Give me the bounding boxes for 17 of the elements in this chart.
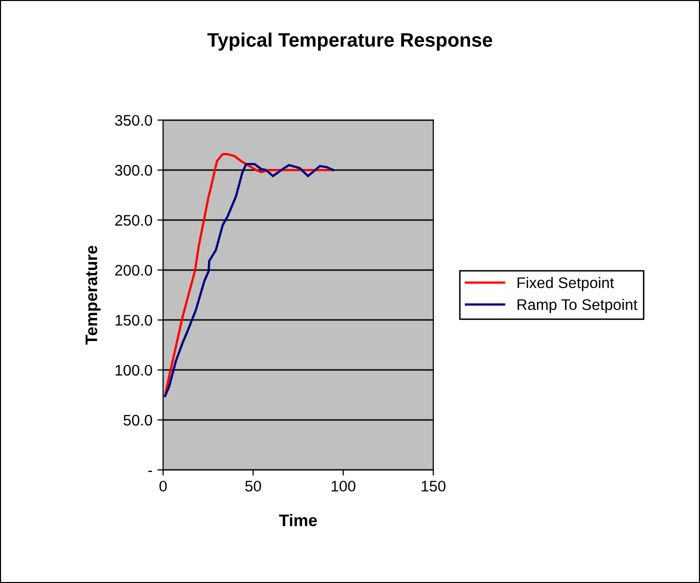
x-tick-label: 50 <box>245 480 262 492</box>
x-axis-title: Time <box>279 514 317 526</box>
x-tick-label: 150 <box>422 480 446 492</box>
y-tick-label: 300.0 <box>115 164 152 176</box>
y-tick-label: 350.0 <box>115 114 152 126</box>
y-tick-label: - <box>148 470 152 472</box>
y-tick-label: 250.0 <box>115 214 152 226</box>
y-tick-label: 50.0 <box>124 414 152 426</box>
y-tick-label: 100.0 <box>116 364 152 376</box>
chart-title: Typical Temperature Response <box>207 32 492 51</box>
legend-label: Fixed Setpoint <box>518 276 614 292</box>
y-axis-title: Temperature <box>86 246 101 345</box>
y-tick-label: 200.0 <box>115 264 152 276</box>
legend-label: Ramp To Setpoint <box>518 298 638 314</box>
x-tick-label: 0 <box>159 480 167 492</box>
x-tick-label: 100 <box>332 480 356 492</box>
y-tick-label: 150.0 <box>116 314 152 326</box>
